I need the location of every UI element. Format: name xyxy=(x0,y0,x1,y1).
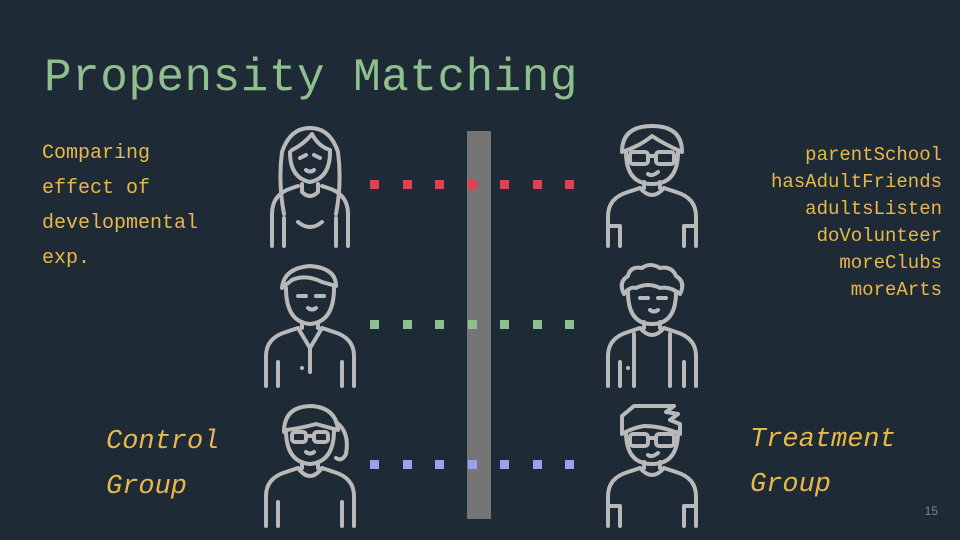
slide-title: Propensity Matching xyxy=(44,52,578,104)
treatment-label-line: Treatment xyxy=(750,425,896,455)
description-line: effect of xyxy=(42,177,151,200)
man-quiff-glasses-icon xyxy=(604,402,700,528)
link-dot xyxy=(370,180,379,189)
link-dot xyxy=(467,180,477,189)
covariate-item: moreArts xyxy=(850,279,942,301)
match-link-1 xyxy=(370,180,574,190)
treatment-label-line: Group xyxy=(750,470,832,500)
link-dot xyxy=(467,460,477,469)
link-dot xyxy=(500,180,509,189)
man-polo-shirt-icon xyxy=(262,262,358,388)
control-label-line: Group xyxy=(106,472,188,502)
covariate-item: moreClubs xyxy=(839,252,942,274)
link-dot xyxy=(370,460,379,469)
description-line: exp. xyxy=(42,247,91,270)
link-dot xyxy=(565,460,574,469)
description-text: Comparing effect of developmental exp. xyxy=(42,136,262,276)
description-line: Comparing xyxy=(42,142,151,165)
treatment-group-label: Treatment Group xyxy=(750,418,896,508)
link-dot xyxy=(532,180,542,189)
control-group-label: Control Group xyxy=(106,420,219,510)
link-dot xyxy=(500,320,509,329)
match-link-3 xyxy=(370,460,574,470)
link-dot xyxy=(435,460,444,469)
link-dot xyxy=(402,460,412,469)
link-dot xyxy=(435,320,444,329)
covariate-item: hasAdultFriends xyxy=(770,171,942,193)
woman-ponytail-glasses-icon xyxy=(262,402,358,528)
woman-long-hair-icon xyxy=(262,122,358,248)
covariate-item: parentSchool xyxy=(805,144,942,166)
page-number: 15 xyxy=(924,504,938,518)
link-dot xyxy=(565,180,574,189)
man-curly-hair-icon xyxy=(604,262,700,388)
description-line: developmental xyxy=(42,212,199,235)
covariate-list: parentSchool hasAdultFriends adultsListe… xyxy=(771,142,942,304)
link-dot xyxy=(435,180,444,189)
link-dot xyxy=(402,180,412,189)
link-dot xyxy=(532,460,542,469)
link-dot xyxy=(565,320,574,329)
link-dot xyxy=(532,320,542,329)
covariate-item: doVolunteer xyxy=(816,225,942,247)
link-dot xyxy=(500,460,509,469)
control-label-line: Control xyxy=(106,427,220,457)
match-link-2 xyxy=(370,320,574,330)
covariate-item: adultsListen xyxy=(805,198,942,220)
link-dot xyxy=(402,320,412,329)
link-dot xyxy=(467,320,477,329)
man-glasses-icon xyxy=(604,122,700,248)
link-dot xyxy=(370,320,379,329)
